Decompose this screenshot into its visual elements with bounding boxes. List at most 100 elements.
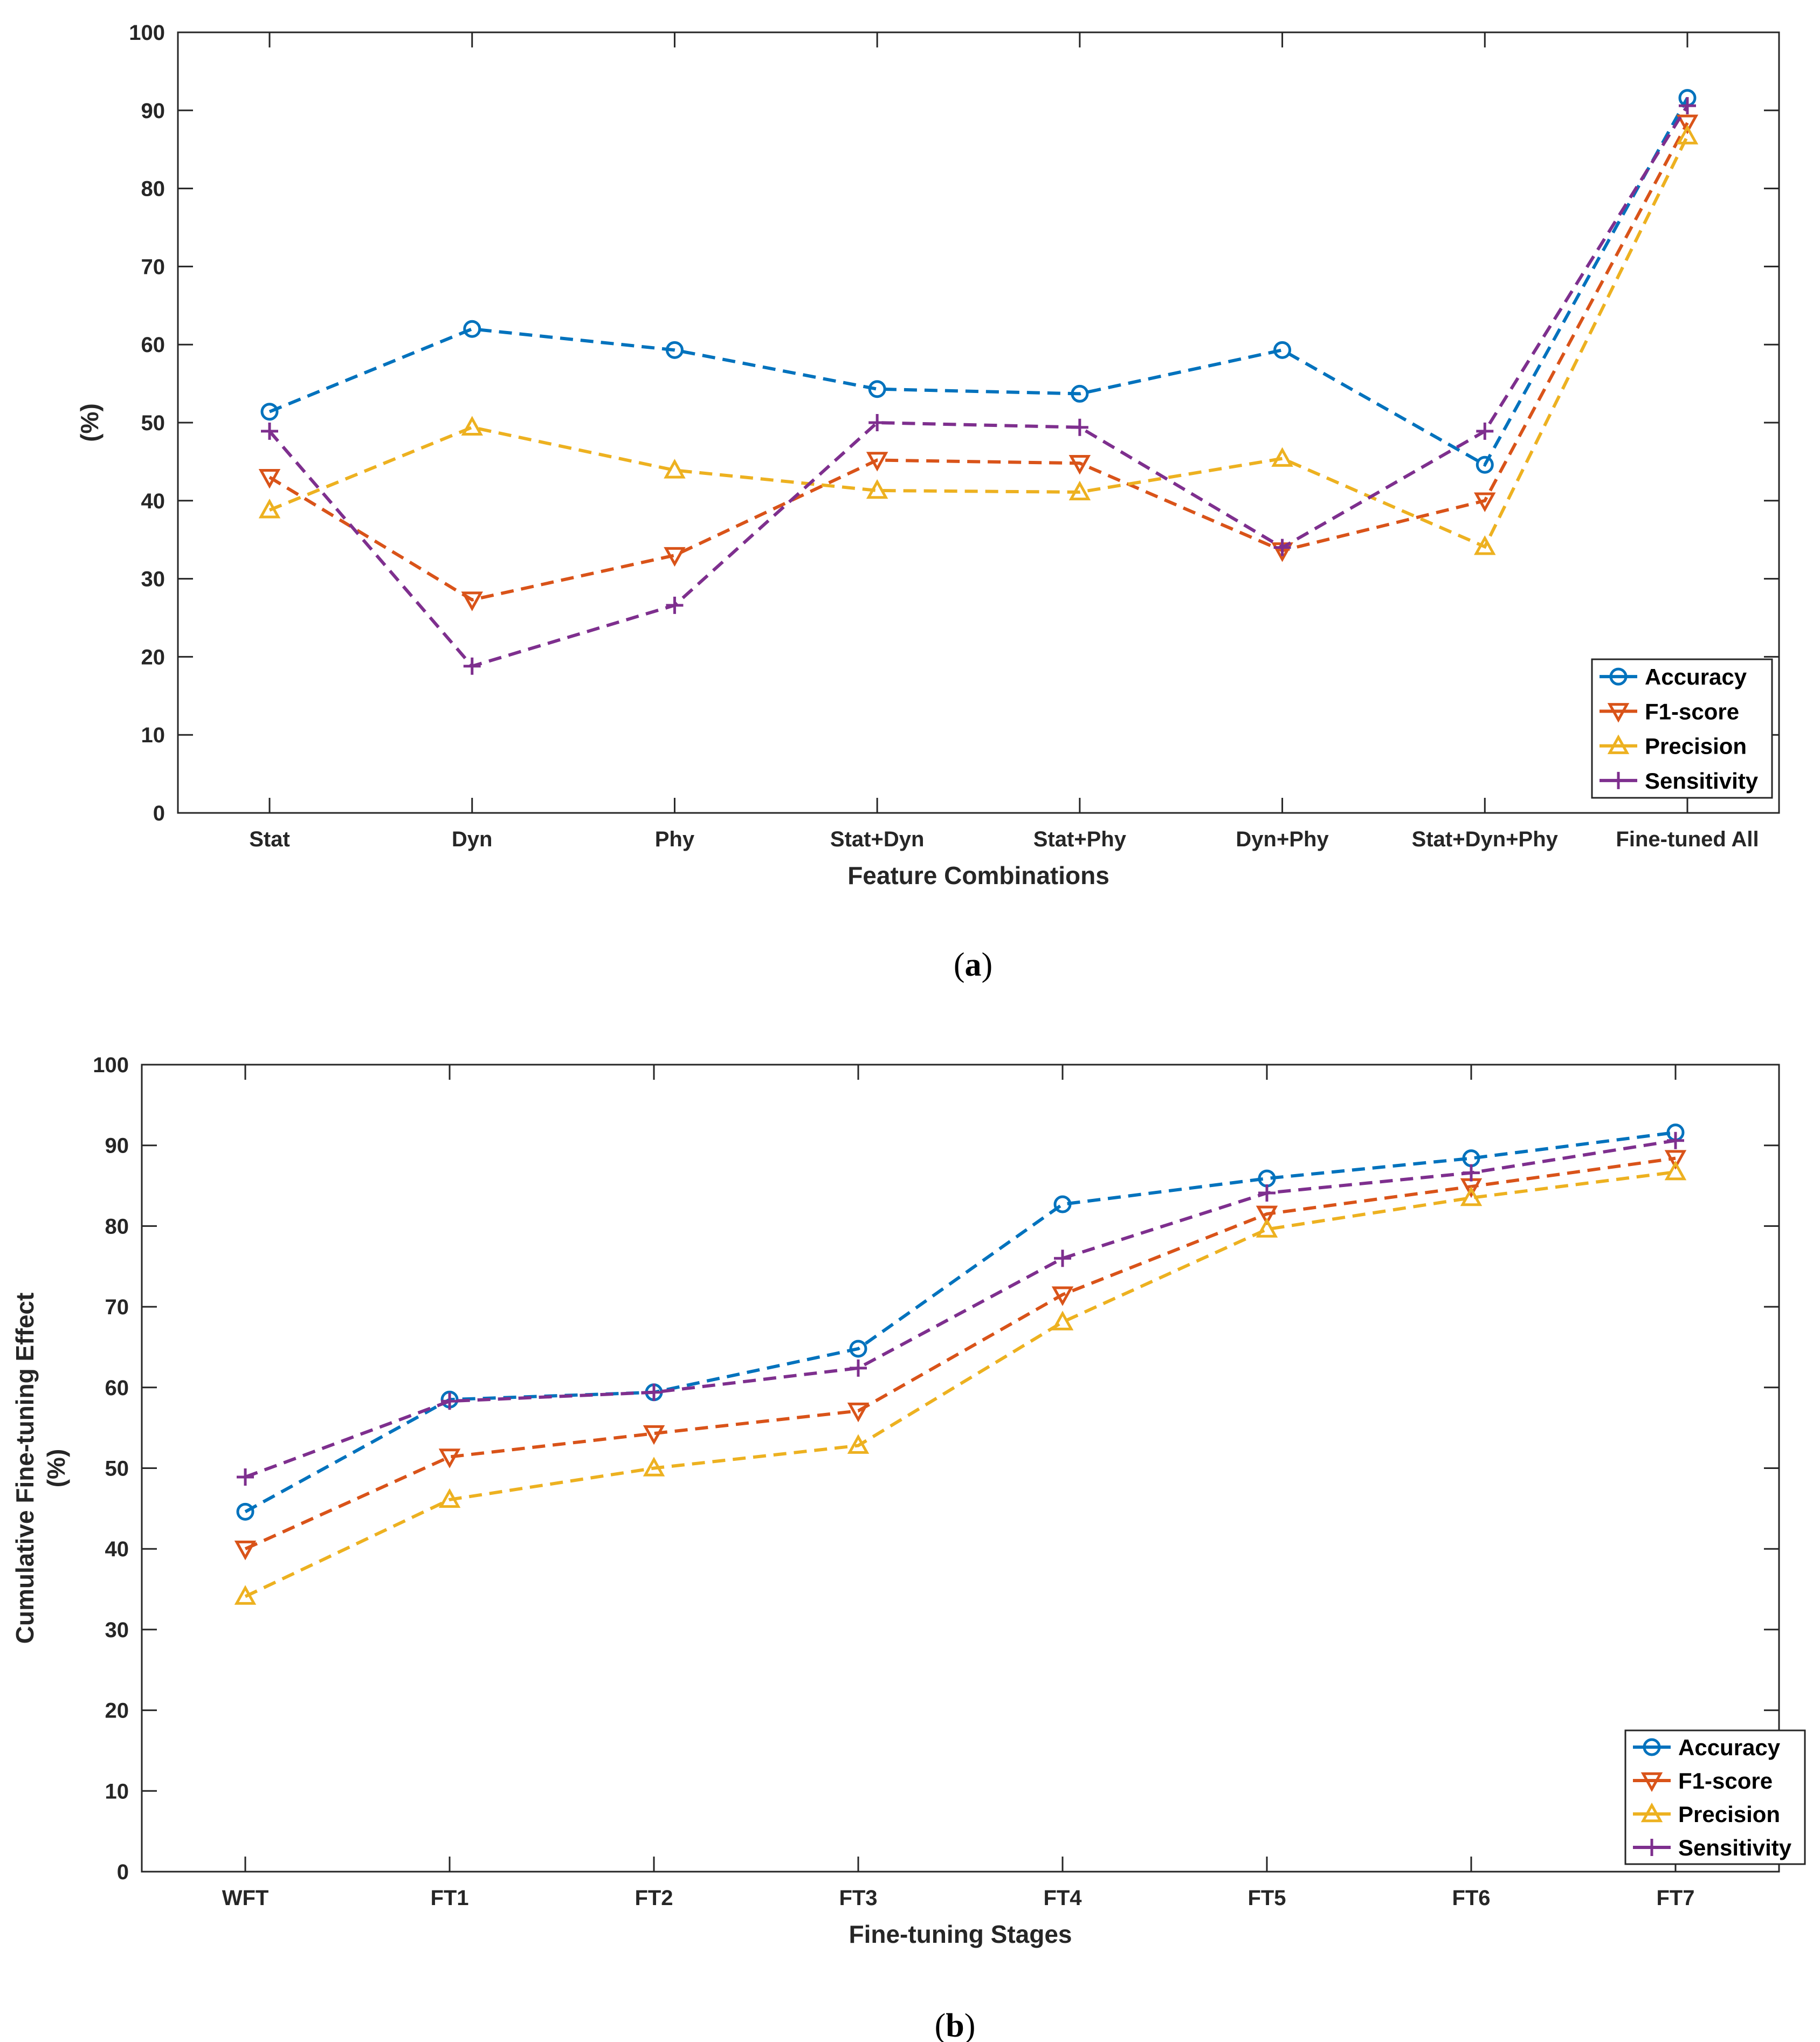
x-tick-label: Fine-tuned All [1616,827,1759,851]
data-point-marker [438,1488,461,1508]
data-point-marker [1460,1186,1483,1206]
y-tick-label: 20 [141,645,166,669]
x-tick-label: Stat+Dyn [830,827,925,851]
data-point-marker [665,341,684,359]
data-point-marker [868,414,886,431]
x-tick-label: Stat+Dyn+Phy [1412,827,1559,851]
series-line [268,135,1689,549]
series-line [268,122,1689,602]
panel-caption: (a) [954,947,992,983]
legend-entry-label: Precision [1678,1802,1780,1827]
data-point-marker [664,547,686,567]
data-point-marker [234,1585,257,1605]
data-point-marker [1053,1195,1072,1213]
data-point-marker [258,469,281,489]
data-point-marker [643,1457,665,1477]
x-tick-label: FT4 [1043,1886,1082,1910]
x-tick-label: Phy [655,827,695,851]
caption-letter: b [946,2007,964,2042]
legend-entry-label: F1-score [1645,699,1739,724]
caption-open-paren: ( [954,947,965,983]
data-point-marker [1474,492,1496,512]
data-point-marker [1068,480,1091,501]
data-point-marker [261,422,278,440]
data-point-marker [1071,384,1089,403]
y-tick-label: 70 [105,1295,129,1319]
data-point-marker [1258,1184,1276,1202]
data-point-marker [1676,125,1699,144]
plot-area-frame [141,1064,1780,1873]
data-point-marker [645,1383,663,1401]
data-point-marker [1476,422,1494,440]
data-point-marker [847,1402,870,1423]
caption-close-paren: ) [964,2007,976,2042]
series-sensitivity [261,97,1696,675]
data-point-marker [866,452,888,472]
data-point-marker [1256,1218,1278,1238]
data-point-marker [461,591,483,611]
data-point-marker [1051,1310,1074,1330]
y-tick-label: 20 [105,1699,129,1723]
x-tick-label: FT2 [635,1886,673,1910]
data-point-marker [1463,1164,1480,1182]
data-point-marker [1664,1160,1687,1181]
data-point-marker [643,1425,665,1445]
y-tick-label: 30 [141,568,166,591]
series-precision [258,125,1699,555]
y-tick-label: 80 [141,177,166,201]
legend-entry-label: Precision [1645,734,1747,759]
y-axis-label-unit: (%) [42,1449,70,1488]
data-point-marker [1256,1205,1278,1226]
x-tick-label: FT3 [839,1886,877,1910]
legend-entry-label: F1-score [1678,1768,1773,1793]
data-point-marker [1474,535,1496,555]
legend: Accuracy F1-score Precision Sensitivity [1624,1729,1806,1865]
x-tick-label: Stat+Phy [1033,827,1127,851]
y-axis-label: (%) [75,403,104,442]
data-point-marker [849,1340,867,1358]
legend: Accuracy F1-score Precision Sensitivity [1591,658,1773,799]
data-point-marker [1068,454,1091,475]
y-tick-label: 70 [141,255,166,279]
series-line [268,105,1689,668]
y-tick-label: 90 [141,99,166,123]
panel-caption: (b) [935,2007,976,2042]
plot-area-frame [177,31,1780,814]
data-point-marker [850,1359,867,1377]
x-tick-label: FT6 [1452,1886,1490,1910]
legend-marker [1640,1772,1663,1792]
y-tick-label: 0 [153,802,165,825]
legend-marker [1643,1738,1661,1756]
caption-close-paren: ) [982,947,993,983]
data-point-marker [461,416,483,436]
legend-marker [1640,1802,1663,1823]
series-line [244,1156,1676,1550]
x-tick-label: FT7 [1656,1886,1694,1910]
data-point-marker [438,1448,461,1468]
data-point-marker [1273,341,1292,359]
legend-marker [1607,703,1630,723]
data-point-marker [866,479,888,499]
y-tick-label: 40 [105,1537,129,1561]
y-tick-label: 10 [105,1779,129,1803]
legend-marker [1610,771,1627,789]
y-tick-label: 50 [105,1457,129,1481]
chart-a: 0 10 20 30 40 50 60 70 80 90 100 Stat Dyn Phy Stat+Dyn… [75,21,1780,983]
data-point-marker [237,1468,254,1486]
data-point-marker [1664,1150,1687,1170]
data-point-marker [1054,1250,1071,1267]
data-point-marker [1273,539,1291,556]
x-axis-label: Feature Combinations [847,861,1109,889]
y-tick-label: 50 [141,411,166,435]
y-tick-label: 0 [117,1860,129,1884]
data-point-marker [664,459,686,479]
x-axis-label: Fine-tuning Stages [849,1920,1072,1948]
caption-open-paren: ( [935,2007,946,2042]
data-point-marker [463,320,481,338]
legend-entry-label: Accuracy [1645,664,1747,689]
series-line [244,1170,1676,1598]
series-sensitivity [237,1132,1684,1486]
data-point-marker [260,403,279,421]
y-tick-label: 100 [129,21,165,45]
